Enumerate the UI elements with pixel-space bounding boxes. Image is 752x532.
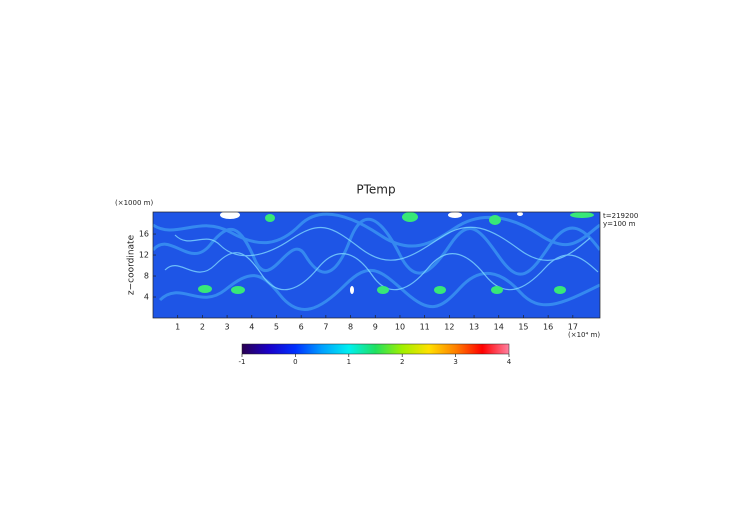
x-tick-label: 9	[373, 323, 378, 332]
colorbar-tick-label: 4	[507, 358, 512, 366]
x-tick-label: 11	[420, 323, 430, 332]
chart-title: PTemp	[356, 183, 395, 197]
x-tick-label: 7	[323, 323, 328, 332]
x-tick-label: 6	[299, 323, 304, 332]
x-unit-label: (×10⁴ m)	[568, 331, 600, 339]
x-tick-label: 1	[175, 323, 180, 332]
x-tick-label: 2	[200, 323, 205, 332]
y-tick-label: 12	[139, 251, 149, 260]
x-tick-label: 16	[543, 323, 553, 332]
x-tick-label: 4	[249, 323, 254, 332]
colorbar-tick-label: 1	[347, 358, 351, 366]
x-tick-label: 13	[469, 323, 479, 332]
y-axis-label: z−coordinate	[127, 234, 137, 295]
y-tick-label: 8	[144, 272, 149, 281]
x-tick-label: 14	[494, 323, 504, 332]
x-tick-label: 3	[225, 323, 230, 332]
y-tick-label: 4	[144, 293, 149, 302]
colorbar-tick-label: 0	[293, 358, 297, 366]
x-tick-label: 10	[395, 323, 405, 332]
x-tick-label: 17	[568, 323, 578, 332]
colorbar-tick-label: -1	[239, 358, 246, 366]
annotation: y=100 m	[603, 220, 636, 228]
x-tick-label: 12	[444, 323, 454, 332]
y-tick-label: 16	[139, 230, 149, 239]
x-tick-label: 5	[274, 323, 279, 332]
field	[153, 212, 600, 318]
annotation: t=219200	[603, 212, 638, 220]
x-tick-label: 15	[518, 323, 528, 332]
colorbar-tick-label: 2	[400, 358, 404, 366]
y-unit-label: (×1000 m)	[115, 199, 153, 207]
x-tick-label: 8	[348, 323, 353, 332]
colorbar-tick-label: 3	[453, 358, 457, 366]
colorbar	[241, 343, 510, 355]
